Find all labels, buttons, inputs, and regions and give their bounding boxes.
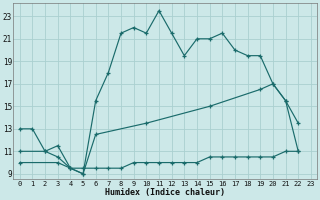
X-axis label: Humidex (Indice chaleur): Humidex (Indice chaleur) bbox=[105, 188, 225, 197]
